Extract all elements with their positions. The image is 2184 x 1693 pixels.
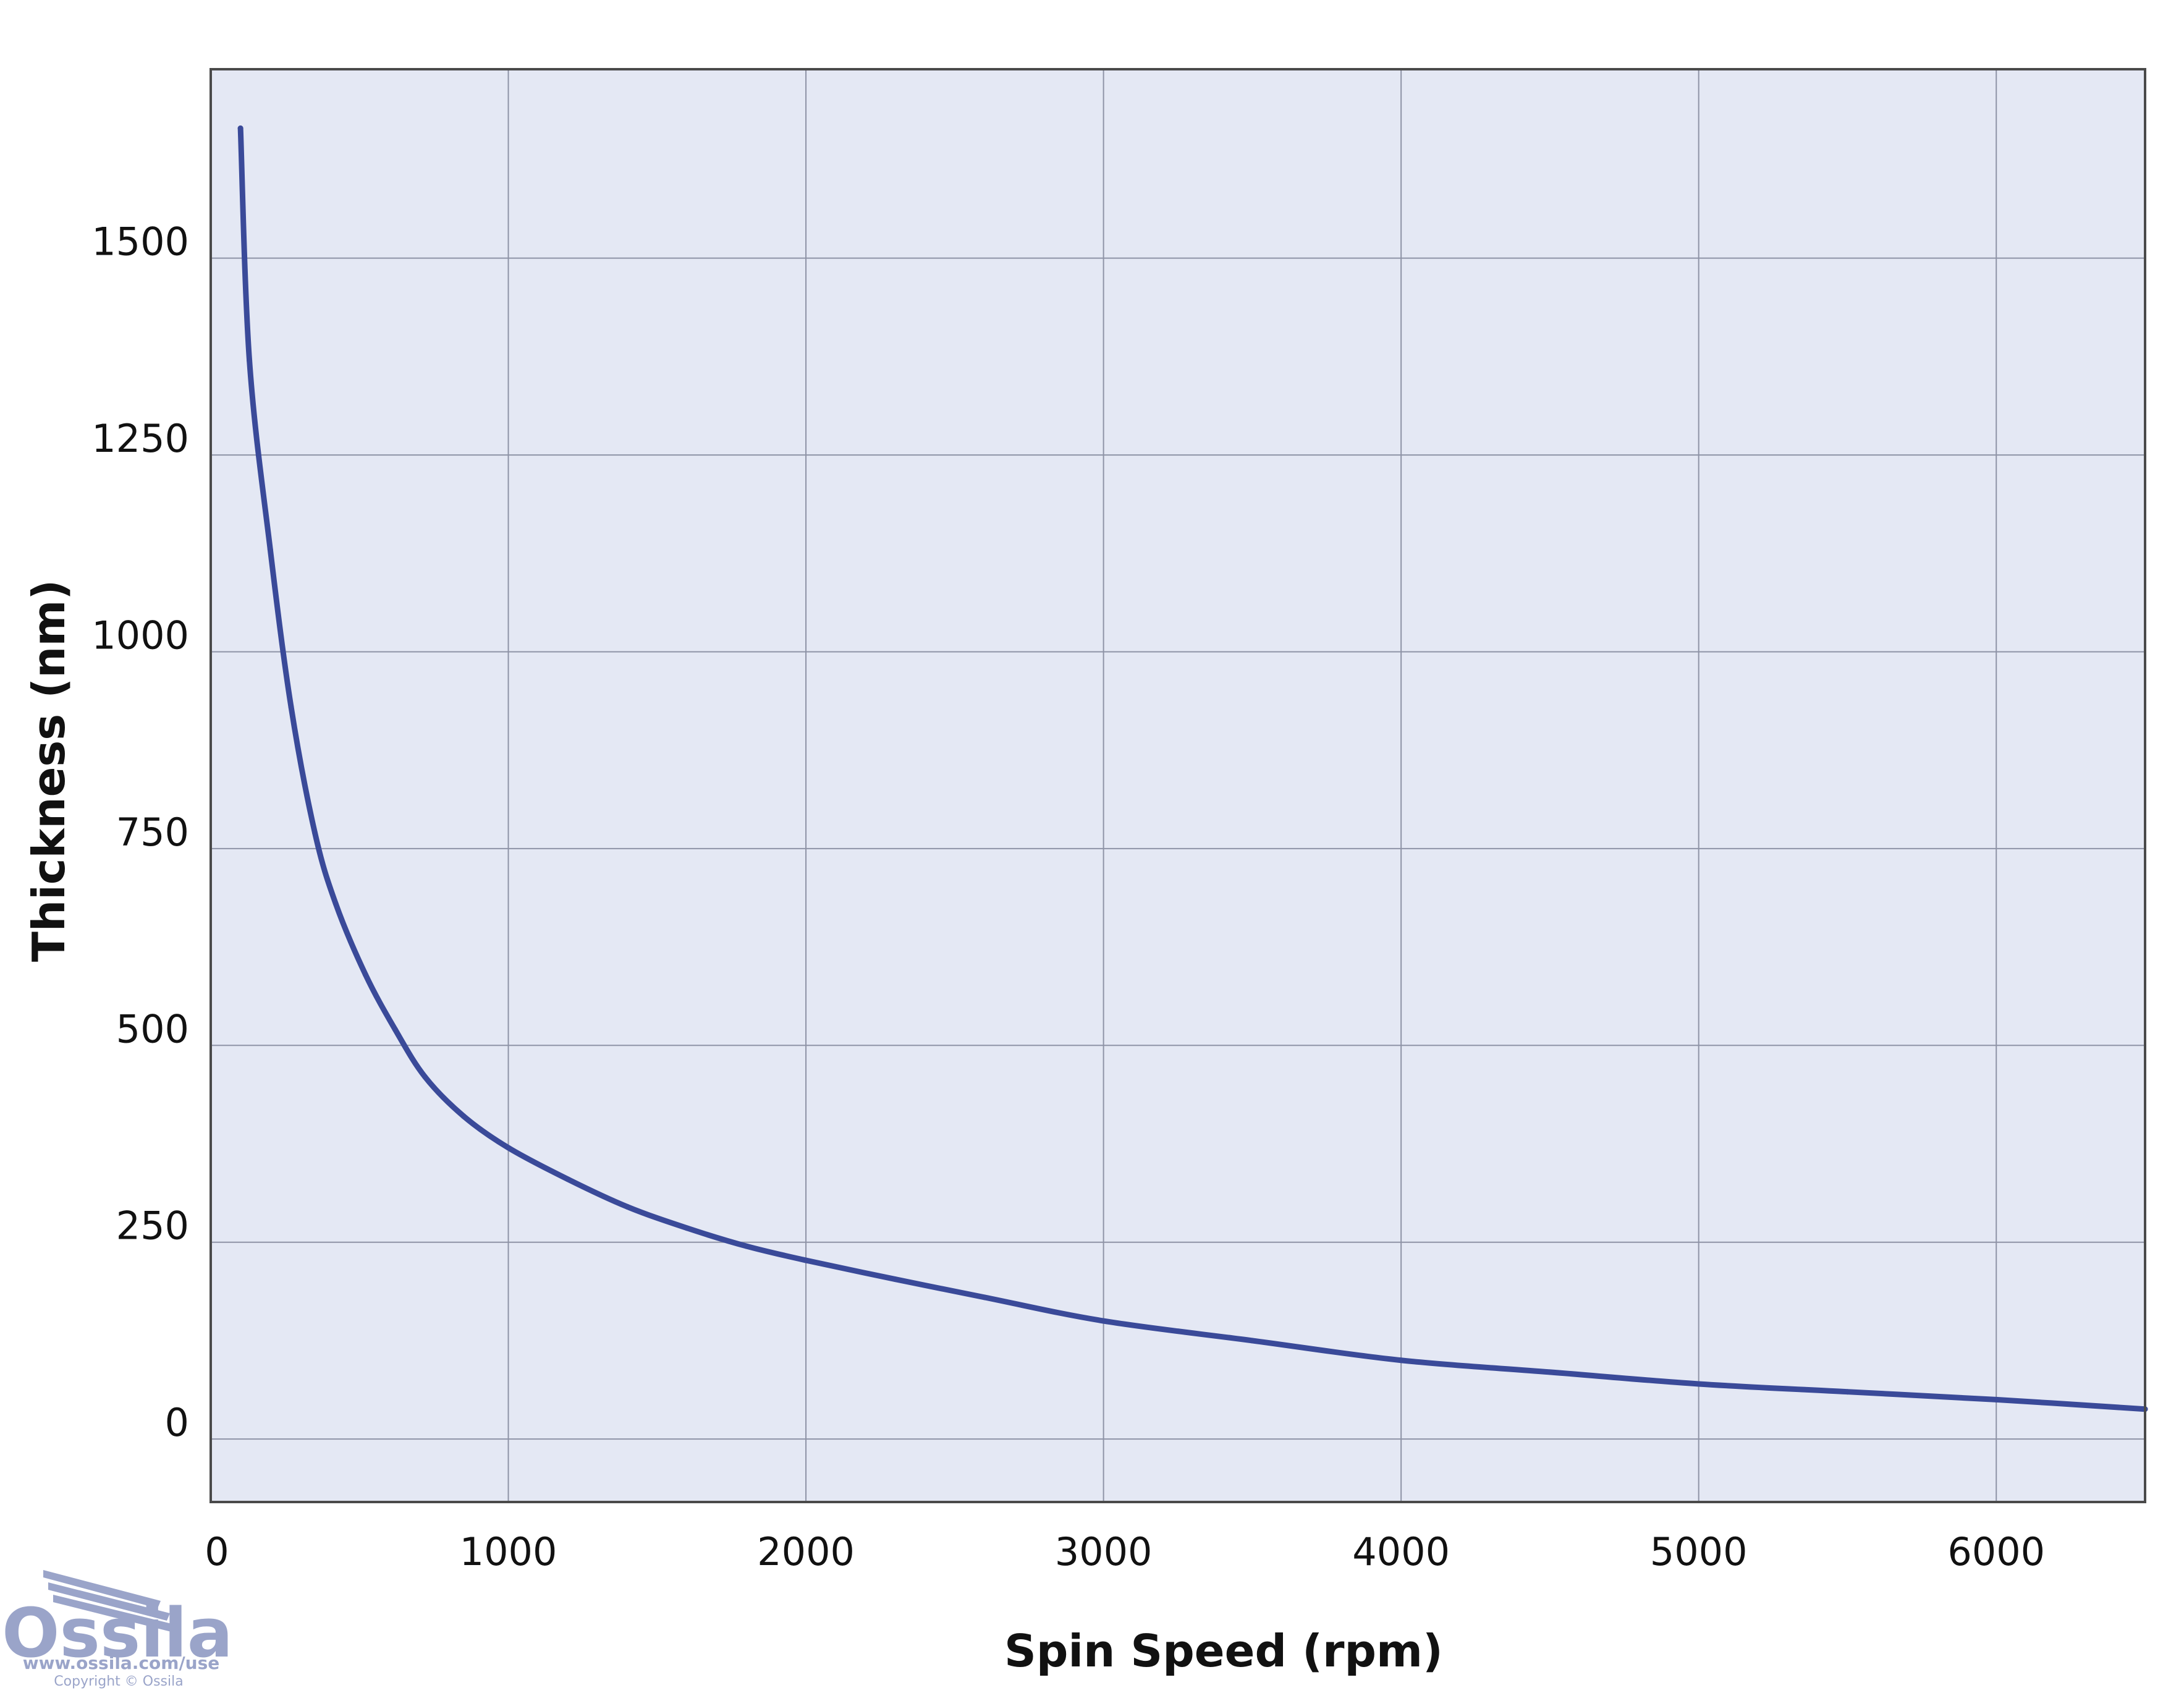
y-tick-label: 1250	[91, 416, 189, 461]
series-line	[237, 125, 2148, 1412]
x-tick-label: 3000	[1055, 1529, 1153, 1574]
data-point	[312, 830, 318, 836]
plot-area	[211, 69, 2145, 1502]
x-tick-label: 4000	[1352, 1529, 1450, 1574]
x-tick-label: 2000	[757, 1529, 855, 1574]
y-tick-label: 1500	[91, 219, 189, 265]
data-point	[288, 704, 294, 710]
y-axis-title: Thickness (nm)	[23, 580, 75, 962]
data-point	[247, 357, 253, 363]
x-tick-label: 5000	[1650, 1529, 1748, 1574]
data-point	[422, 1074, 428, 1080]
data-point	[1696, 1381, 1702, 1387]
data-point	[1844, 1389, 1850, 1395]
y-tick-label: 500	[116, 1006, 189, 1051]
ossila-wing-icon	[43, 1570, 179, 1633]
x-tick-labels: 0 1000 2000 3000 4000 5000 6000	[205, 1529, 2045, 1574]
data-point	[743, 1243, 750, 1249]
data-point	[362, 972, 368, 978]
data-point	[1398, 1357, 1404, 1364]
x-tick-label: 1000	[460, 1529, 557, 1574]
data-point	[1101, 1318, 1107, 1324]
data-point	[506, 1145, 512, 1151]
data-point	[237, 125, 243, 132]
data-point	[1547, 1369, 1553, 1375]
series-layer	[237, 125, 2148, 1412]
data-point	[624, 1203, 630, 1210]
y-tick-label: 1000	[91, 613, 189, 658]
y-tick-label: 0	[165, 1400, 189, 1445]
logo-copyright: Copyright © Ossila	[54, 1674, 183, 1689]
ossila-logo: Ossila www.ossila.com/use Copyright © Os…	[2, 1570, 233, 1689]
y-tick-label: 250	[116, 1203, 189, 1249]
data-point	[981, 1294, 988, 1301]
x-tick-label: 0	[205, 1529, 229, 1574]
data-point	[332, 901, 339, 907]
grid-lines	[211, 69, 2145, 1502]
data-point	[892, 1276, 899, 1283]
data-point	[392, 1027, 399, 1033]
data-point	[684, 1225, 690, 1231]
plot-frame	[210, 68, 2146, 1503]
y-tick-label: 750	[116, 810, 189, 855]
data-point	[803, 1257, 809, 1263]
x-axis-title: Spin Speed (rpm)	[1004, 1625, 1443, 1677]
data-point	[565, 1176, 571, 1182]
data-point	[1993, 1396, 1999, 1402]
data-point	[1249, 1338, 1255, 1344]
x-tick-label: 6000	[1947, 1529, 2045, 1574]
logo-name: Ossila	[2, 1593, 233, 1673]
data-point	[267, 546, 273, 553]
logo-url: www.ossila.com/use	[23, 1653, 220, 1673]
y-tick-labels: 0 250 500 750 1000 1250 1500	[91, 219, 189, 1445]
data-point	[460, 1113, 467, 1119]
